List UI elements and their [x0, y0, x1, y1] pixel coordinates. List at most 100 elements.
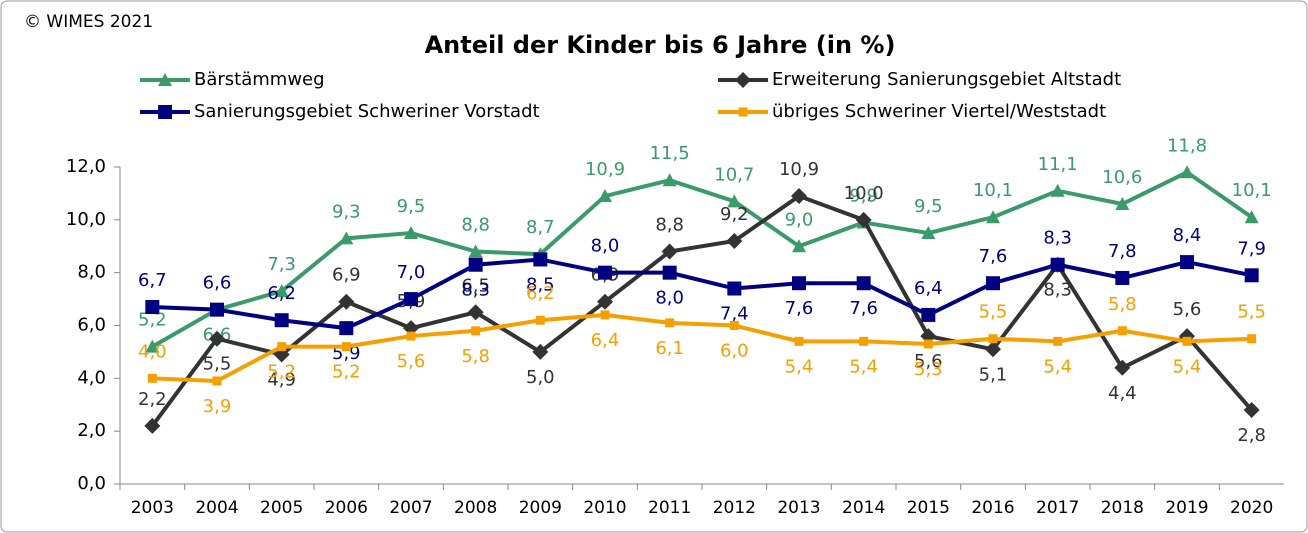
data-label: 5,4 — [849, 356, 878, 377]
marker — [662, 265, 677, 280]
x-tick-label: 2017 — [1036, 498, 1079, 518]
x-tick-label: 2014 — [842, 498, 885, 518]
data-label: 6,9 — [332, 265, 361, 286]
data-label: 7,6 — [785, 298, 814, 319]
marker — [921, 307, 936, 322]
marker — [986, 210, 1000, 224]
data-label: 2,2 — [138, 389, 167, 410]
series-line — [152, 257, 1253, 331]
marker — [209, 330, 225, 347]
data-label: 6,6 — [203, 273, 232, 294]
copyright: © WIMES 2021 — [24, 12, 153, 32]
x-tick-label: 2004 — [195, 498, 238, 518]
data-label: 9,3 — [332, 201, 361, 222]
marker — [535, 315, 545, 325]
data-label: 10,7 — [714, 164, 754, 185]
marker — [985, 341, 1001, 358]
y-tick-label: 2,0 — [77, 420, 106, 441]
data-label: 6,4 — [591, 330, 620, 351]
y-tick-label: 10,0 — [66, 209, 106, 230]
data-label: 7,6 — [979, 246, 1008, 267]
x-tick-label: 2011 — [648, 498, 691, 518]
data-label: 5,6 — [914, 351, 943, 372]
data-label: 6,7 — [138, 270, 167, 291]
marker — [1050, 257, 1065, 272]
marker — [729, 321, 739, 330]
data-label: 5,3 — [914, 359, 943, 380]
x-tick-label: 2020 — [1230, 498, 1273, 518]
data-label: 7,6 — [849, 298, 878, 319]
data-label: 11,8 — [1167, 135, 1207, 156]
marker — [661, 243, 678, 260]
marker — [923, 339, 933, 349]
marker — [1117, 326, 1127, 336]
data-label: 6,5 — [461, 275, 490, 296]
marker — [339, 231, 354, 245]
series-line — [151, 169, 1253, 349]
data-label: 8,8 — [655, 215, 684, 236]
data-label: 10,9 — [585, 159, 625, 180]
marker — [727, 281, 742, 296]
data-label: 6,1 — [655, 338, 684, 359]
data-label: 6,0 — [720, 341, 749, 362]
data-label: 7,3 — [267, 254, 296, 275]
marker — [988, 334, 998, 344]
data-label: 5,5 — [203, 354, 232, 375]
data-label: 10,9 — [779, 159, 819, 180]
data-label: 5,4 — [785, 356, 814, 377]
data-label: 8,3 — [461, 280, 490, 301]
marker — [274, 313, 289, 328]
x-tick-label: 2013 — [777, 498, 820, 518]
legend-label: Bärstämmweg — [194, 69, 325, 90]
data-label: 8,5 — [526, 274, 555, 295]
data-label: 3,9 — [203, 396, 232, 417]
chart-title: Anteil der Kinder bis 6 Jahre (in %) — [425, 31, 896, 59]
marker — [792, 239, 806, 253]
marker — [1050, 183, 1065, 197]
marker — [791, 188, 807, 205]
data-label: 8,4 — [1173, 225, 1202, 246]
x-tick-label: 2005 — [260, 498, 303, 518]
data-label: 5,5 — [979, 302, 1008, 323]
marker — [210, 302, 224, 317]
data-label: 8,3 — [1043, 280, 1072, 301]
marker — [727, 194, 742, 208]
marker — [735, 72, 751, 88]
marker — [1247, 334, 1257, 344]
data-label: 10,1 — [973, 180, 1013, 201]
marker — [212, 376, 222, 386]
marker — [1115, 270, 1130, 285]
marker — [467, 304, 484, 321]
data-label: 8,0 — [655, 288, 684, 309]
y-tick-label: 8,0 — [77, 262, 106, 283]
marker — [158, 105, 172, 119]
data-label: 10,6 — [1102, 167, 1142, 188]
data-label: 10,1 — [1232, 180, 1272, 201]
y-tick-label: 12,0 — [66, 156, 106, 177]
data-label: 11,5 — [650, 143, 690, 164]
marker — [533, 252, 548, 267]
x-tick-label: 2019 — [1165, 498, 1208, 518]
data-label: 9,5 — [914, 196, 943, 217]
x-tick-label: 2008 — [454, 498, 497, 518]
marker — [274, 284, 289, 298]
data-label: 5,6 — [397, 351, 426, 372]
y-tick-label: 0,0 — [77, 473, 106, 494]
marker — [1182, 336, 1192, 346]
marker — [338, 293, 355, 310]
data-label: 5,2 — [332, 362, 361, 383]
marker — [147, 373, 157, 383]
x-tick-label: 2015 — [907, 498, 950, 518]
legend-label: übriges Schweriner Viertel/Weststadt — [772, 101, 1106, 122]
legend-label: Erweiterung Sanierungsgebiet Altstadt — [772, 69, 1121, 90]
data-label: 5,2 — [267, 362, 296, 383]
marker — [406, 331, 416, 341]
series-line — [150, 193, 1254, 428]
x-tick-label: 2010 — [583, 498, 626, 518]
data-label: 2,8 — [1237, 425, 1266, 446]
marker — [1180, 255, 1194, 270]
marker — [662, 173, 677, 187]
marker — [277, 342, 287, 352]
